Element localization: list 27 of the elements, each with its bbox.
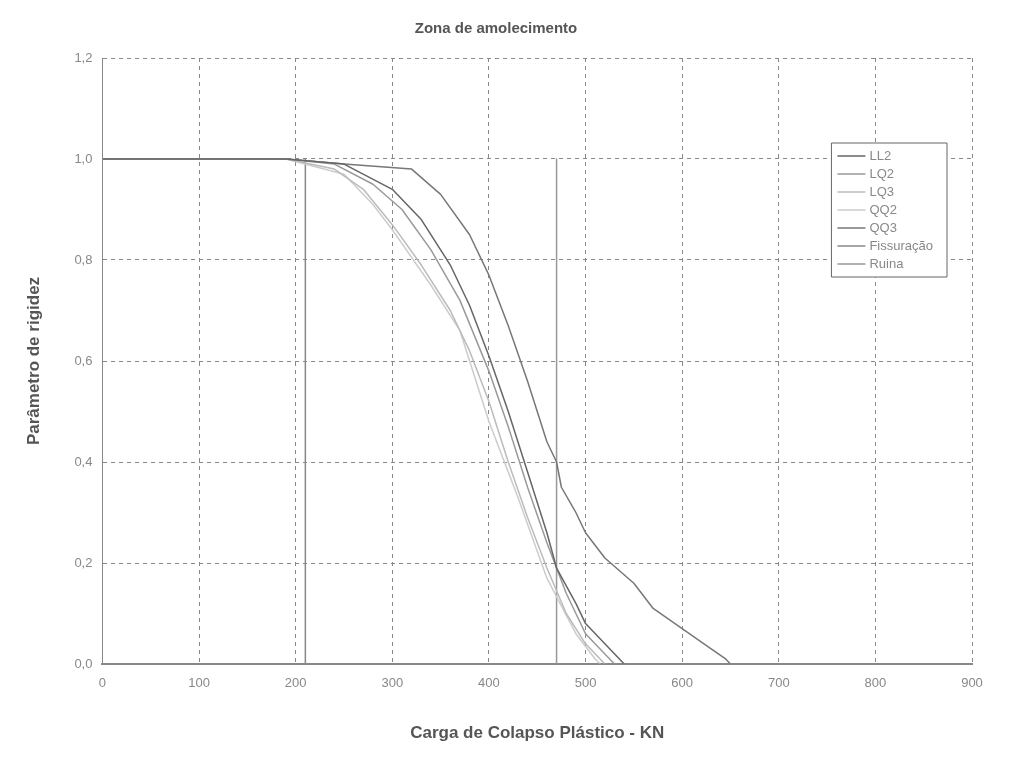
legend-label: QQ3 bbox=[869, 219, 897, 235]
y-axis-title: Parâmetro de rigidez bbox=[23, 276, 43, 446]
legend-label: Ruina bbox=[869, 255, 905, 271]
x-tick-label: 500 bbox=[574, 675, 597, 691]
y-tick-label: 1,0 bbox=[74, 150, 93, 166]
x-tick-label: 700 bbox=[767, 675, 790, 691]
legend-label: LQ2 bbox=[869, 165, 894, 181]
y-tick-label: 0,6 bbox=[74, 352, 93, 368]
x-tick-label: 0 bbox=[98, 675, 107, 691]
y-tick-label: 0,0 bbox=[74, 655, 93, 671]
y-tick-label: 1,2 bbox=[74, 49, 93, 65]
y-tick-label: 0,8 bbox=[74, 251, 93, 267]
x-tick-label: 300 bbox=[381, 675, 404, 691]
legend-label: QQ2 bbox=[869, 201, 897, 217]
x-tick-label: 600 bbox=[671, 675, 694, 691]
legend-label: LQ3 bbox=[869, 183, 894, 199]
x-tick-label: 200 bbox=[284, 675, 307, 691]
legend-label: Fissuração bbox=[869, 237, 933, 253]
x-tick-label: 800 bbox=[864, 675, 887, 691]
chart-title: Zona de amolecimento bbox=[414, 19, 578, 37]
x-axis-title: Carga de Colapso Plástico - KN bbox=[410, 723, 665, 743]
legend-label: LL2 bbox=[869, 147, 892, 163]
x-tick-label: 400 bbox=[478, 675, 500, 691]
y-tick-label: 0,2 bbox=[74, 554, 93, 570]
y-tick-label: 0,4 bbox=[74, 453, 93, 469]
x-tick-label: 900 bbox=[961, 675, 983, 691]
x-tick-label: 100 bbox=[188, 675, 210, 691]
